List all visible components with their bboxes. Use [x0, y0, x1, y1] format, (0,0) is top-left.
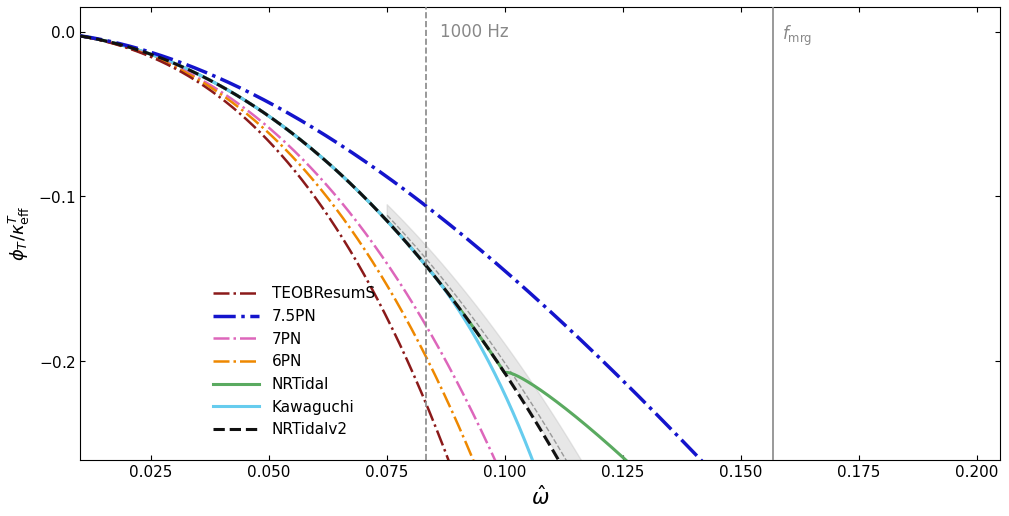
- X-axis label: $\hat{\omega}$: $\hat{\omega}$: [531, 486, 550, 509]
- Legend: TEOBResumS, 7.5PN, 7PN, 6PN, NRTidal, Kawaguchi, NRTidalv2: TEOBResumS, 7.5PN, 7PN, 6PN, NRTidal, Ka…: [208, 280, 381, 443]
- Text: 1000 Hz: 1000 Hz: [440, 23, 509, 41]
- Y-axis label: $\phi_T / \kappa_{\rm eff}^T$: $\phi_T / \kappa_{\rm eff}^T$: [7, 206, 32, 261]
- Text: $f_{\rm mrg}$: $f_{\rm mrg}$: [782, 23, 812, 47]
